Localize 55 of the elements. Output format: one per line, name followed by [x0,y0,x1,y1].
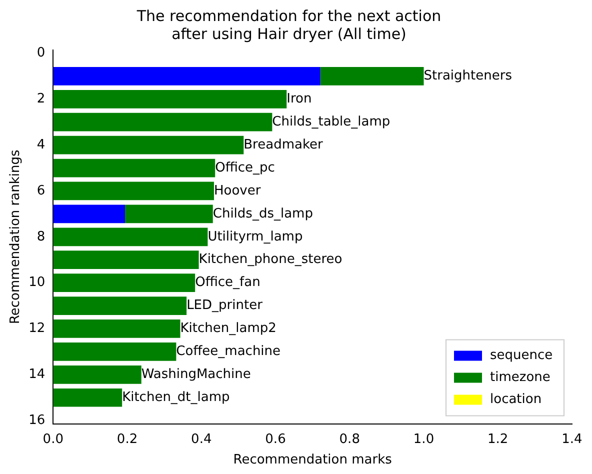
y-tick-label: 14 [28,367,46,382]
bar [53,274,196,292]
annotation: Kitchen_lamp2 [180,321,276,336]
annotation: Straighteners [424,68,512,84]
bar [53,90,287,108]
bar [53,66,320,86]
annotation: Kitchen_phone_stereo [198,252,342,268]
y-tick-label: 12 [28,321,46,336]
bar [53,228,208,246]
bar [53,320,180,338]
y-tick-label: 8 [36,229,46,244]
annotation: Kitchen_dt_lamp [122,390,230,405]
annotation: Childs_ds_lamp [212,206,313,222]
x-tick-label: 1.4 [562,432,582,447]
bar [53,136,244,154]
y-tick-label: 10 [28,275,46,290]
annotation: Hoover [214,183,262,198]
y-tick-label: 2 [36,92,46,107]
x-tick-label: 0.0 [42,432,64,447]
bar [53,204,126,224]
x-tick-label: 1.0 [413,432,434,447]
bar [53,182,214,200]
bar [320,66,424,86]
bar [53,250,199,270]
bar [125,204,213,224]
y-axis-title: Recommendation rankings [8,150,24,324]
annotation: Breadmaker [244,137,324,152]
y-tick-label: 4 [36,137,46,152]
bar [53,112,272,132]
annotation: Office_pc [215,160,275,176]
bar [53,158,216,178]
legend-label: sequence [490,348,553,364]
annotation: LED_printer [186,298,264,314]
annotation: Office_fan [195,275,260,290]
bar [53,388,122,407]
y-tick-label: 16 [28,412,46,428]
bar [53,342,176,361]
x-axis-title: Recommendation marks [233,452,392,468]
bar [53,296,187,315]
x-tick-label: 0.4 [191,432,212,447]
annotation: Coffee_machine [176,344,281,360]
x-tick-label: 0.8 [339,432,360,447]
bar [53,365,142,384]
annotation: Iron [286,92,312,107]
chart-title: The recommendation for the next action after using Hair dryer (All time) [136,6,442,43]
y-tick-label: 0 [36,46,46,61]
y-tick-label: 6 [36,183,46,198]
annotation: WashingMachine [141,367,251,382]
annotation: Utilityrm_lamp [208,229,303,244]
x-tick-label: 1.2 [488,432,508,447]
x-tick-label: 0.6 [265,432,286,447]
legend-label: location [490,392,542,408]
annotation: Childs_table_lamp [272,114,390,130]
legend-label: timezone [490,370,550,386]
x-tick-label: 0.2 [116,432,138,447]
